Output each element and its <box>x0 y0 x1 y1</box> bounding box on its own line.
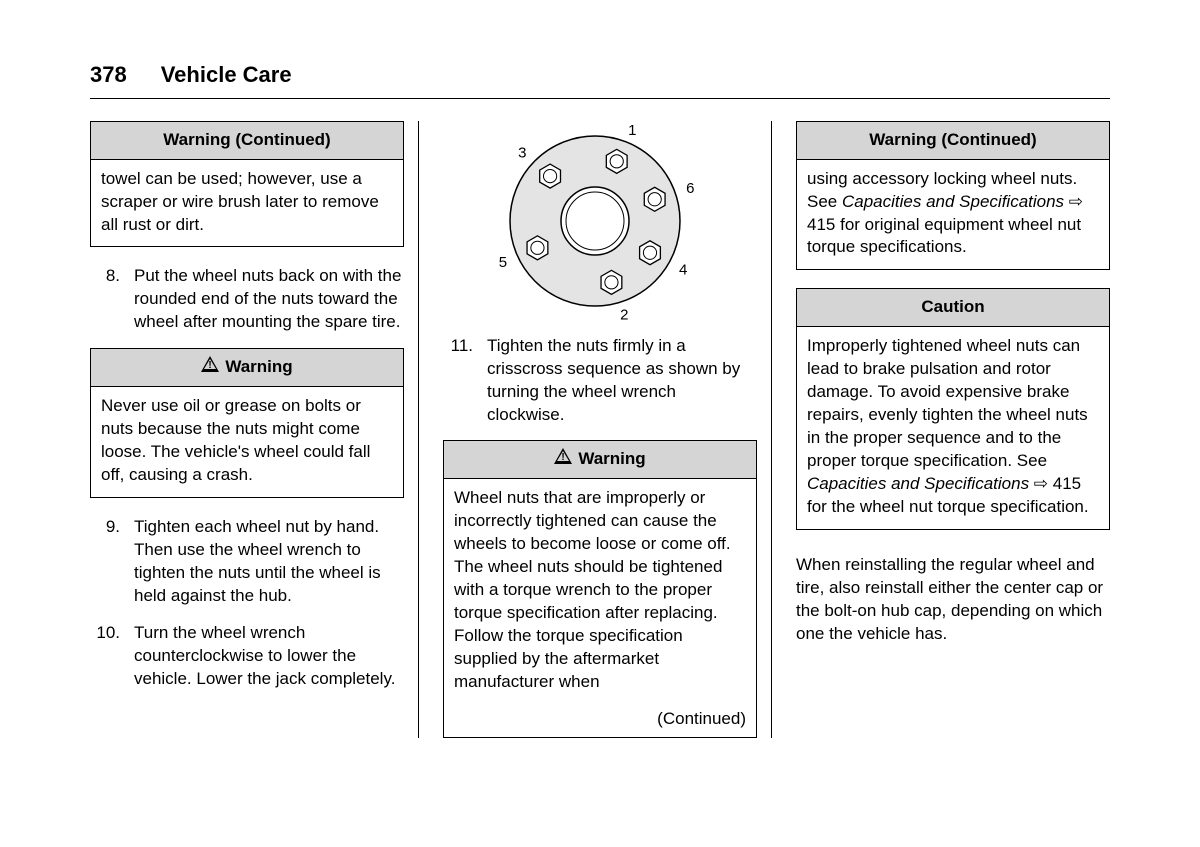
columns: Warning (Continued) towel can be used; h… <box>90 121 1110 738</box>
warning-body: Wheel nuts that are improperly or incorr… <box>444 479 756 703</box>
ref-italic: Capacities and Specifications <box>842 192 1064 211</box>
warning-continued-title: Warning (Continued) <box>797 122 1109 160</box>
step-11: 11. Tighten the nuts firmly in a crisscr… <box>443 335 757 427</box>
step-number: 10. <box>90 622 134 691</box>
ref-italic: Capacities and Specifications <box>807 474 1029 493</box>
column-1: Warning (Continued) towel can be used; h… <box>90 121 419 738</box>
warning-icon: ! <box>554 448 572 471</box>
step-text: Turn the wheel wrench counterclockwise t… <box>134 622 404 691</box>
warning-label: Warning <box>225 356 292 379</box>
page-header: 378 Vehicle Care <box>90 60 1110 99</box>
svg-text:2: 2 <box>620 306 628 320</box>
step-text: Tighten the nuts firmly in a crisscross … <box>487 335 757 427</box>
warning-continued-box-2: Warning (Continued) using accessory lock… <box>796 121 1110 271</box>
warning-continued-title: Warning (Continued) <box>91 122 403 160</box>
step-8: 8. Put the wheel nuts back on with the r… <box>90 265 404 334</box>
step-number: 11. <box>443 335 487 427</box>
steps-list-3: 11. Tighten the nuts firmly in a crisscr… <box>443 335 757 441</box>
warning-label: Warning <box>578 448 645 471</box>
warning-title: ! Warning <box>91 349 403 387</box>
warning-box-2: ! Warning Never use oil or grease on bol… <box>90 348 404 498</box>
svg-text:6: 6 <box>686 180 694 197</box>
steps-list-1: 8. Put the wheel nuts back on with the r… <box>90 265 404 348</box>
svg-text:3: 3 <box>518 144 526 161</box>
column-3: Warning (Continued) using accessory lock… <box>796 121 1110 738</box>
step-number: 9. <box>90 516 134 608</box>
svg-text:1: 1 <box>628 122 636 139</box>
warning-continued-body: using accessory locking wheel nuts. See … <box>797 160 1109 270</box>
column-2: 1 2 3 4 5 6 11. Tighten the nuts firmly in a … <box>443 121 772 738</box>
svg-text:4: 4 <box>679 261 687 278</box>
step-text: Put the wheel nuts back on with the roun… <box>134 265 404 334</box>
warning-continued-box-1: Warning (Continued) towel can be used; h… <box>90 121 404 248</box>
page-number: 378 <box>90 60 127 90</box>
wheel-svg: 1 2 3 4 5 6 <box>485 121 715 321</box>
warning-title: ! Warning <box>444 441 756 479</box>
text-a: Improperly tightened wheel nuts can lead… <box>807 336 1088 470</box>
trailing-paragraph: When reinstalling the regular wheel and … <box>796 554 1110 646</box>
step-text: Tighten each wheel nut by hand. Then use… <box>134 516 404 608</box>
step-10: 10. Turn the wheel wrench counterclockwi… <box>90 622 404 691</box>
svg-text:5: 5 <box>499 254 507 271</box>
warning-body: Never use oil or grease on bolts or nuts… <box>91 387 403 497</box>
warning-box-3: ! Warning Wheel nuts that are improperly… <box>443 440 757 737</box>
text-b: for original equipment wheel nut torque … <box>807 215 1081 257</box>
warning-continued-body: towel can be used; however, use a scrape… <box>91 160 403 247</box>
wheel-diagram: 1 2 3 4 5 6 <box>443 121 757 321</box>
ref-page: ⇨ 415 <box>1029 474 1081 493</box>
caution-title: Caution <box>797 289 1109 327</box>
steps-list-2: 9. Tighten each wheel nut by hand. Then … <box>90 516 404 705</box>
step-9: 9. Tighten each wheel nut by hand. Then … <box>90 516 404 608</box>
caution-body: Improperly tightened wheel nuts can lead… <box>797 327 1109 529</box>
warning-icon: ! <box>201 356 219 379</box>
section-title: Vehicle Care <box>161 60 292 90</box>
caution-box: Caution Improperly tightened wheel nuts … <box>796 288 1110 529</box>
step-number: 8. <box>90 265 134 334</box>
continued-label: (Continued) <box>444 704 756 737</box>
text-b: for the wheel nut torque specification. <box>807 497 1089 516</box>
